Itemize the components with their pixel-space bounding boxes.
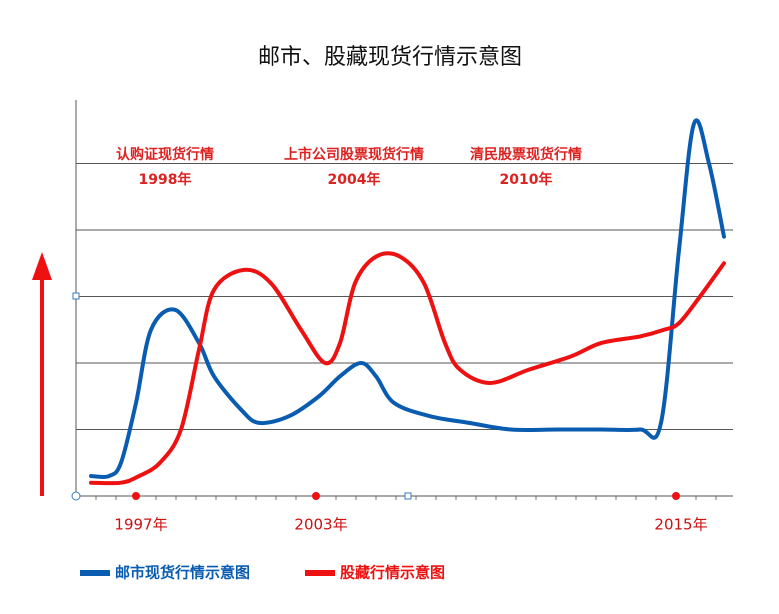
arrow	[32, 252, 52, 496]
annotation: 清民股票现货行情	[470, 146, 582, 163]
annotation: 认购证现货行情	[116, 146, 214, 163]
annotation: 上市公司股票现货行情	[284, 146, 424, 163]
axis-origin	[71, 491, 81, 501]
legend-label: 股藏行情示意图	[340, 564, 445, 582]
annotation: 2010年	[500, 171, 553, 188]
axis-handle	[72, 292, 80, 300]
x-tick-mark	[312, 492, 320, 500]
x-tick-mark	[672, 492, 680, 500]
line	[89, 118, 726, 480]
line	[89, 251, 726, 486]
arrow-head	[32, 252, 52, 280]
x-tick-label: 2015年	[654, 516, 707, 534]
x-tick-mark	[132, 492, 140, 500]
annotation: 1998年	[139, 171, 192, 188]
legend-label: 邮市现货行情示意图	[115, 564, 250, 582]
plot-area	[76, 163, 733, 500]
x-tick-label: 1997年	[114, 516, 167, 534]
x-tick-label: 2003年	[294, 516, 347, 534]
axis-handle	[404, 492, 412, 500]
chart-title: 邮市、股藏现货行情示意图	[258, 45, 522, 70]
annotation: 2004年	[328, 171, 381, 188]
